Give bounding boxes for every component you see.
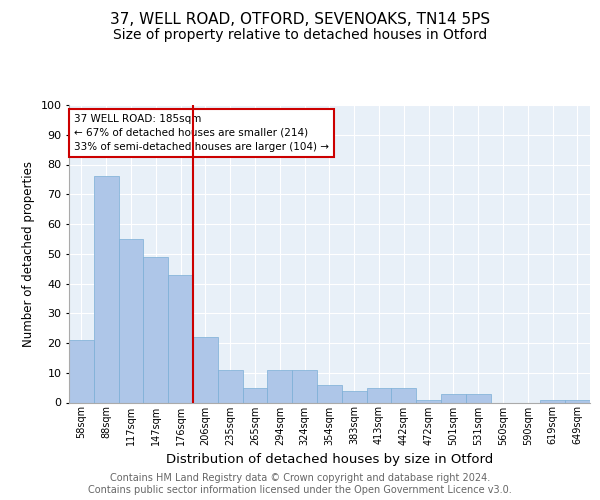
Bar <box>292 370 317 402</box>
Bar <box>193 337 218 402</box>
Bar <box>416 400 441 402</box>
Bar <box>69 340 94 402</box>
Bar <box>540 400 565 402</box>
Text: Contains HM Land Registry data © Crown copyright and database right 2024.
Contai: Contains HM Land Registry data © Crown c… <box>88 474 512 495</box>
Bar <box>242 388 268 402</box>
Bar <box>218 370 242 402</box>
Bar <box>317 384 342 402</box>
X-axis label: Distribution of detached houses by size in Otford: Distribution of detached houses by size … <box>166 453 493 466</box>
Y-axis label: Number of detached properties: Number of detached properties <box>22 161 35 347</box>
Bar <box>565 400 590 402</box>
Text: 37 WELL ROAD: 185sqm
← 67% of detached houses are smaller (214)
33% of semi-deta: 37 WELL ROAD: 185sqm ← 67% of detached h… <box>74 114 329 152</box>
Bar <box>168 274 193 402</box>
Text: Size of property relative to detached houses in Otford: Size of property relative to detached ho… <box>113 28 487 42</box>
Bar <box>367 388 391 402</box>
Bar <box>119 239 143 402</box>
Text: 37, WELL ROAD, OTFORD, SEVENOAKS, TN14 5PS: 37, WELL ROAD, OTFORD, SEVENOAKS, TN14 5… <box>110 12 490 28</box>
Bar <box>342 390 367 402</box>
Bar <box>268 370 292 402</box>
Bar <box>441 394 466 402</box>
Bar <box>143 256 168 402</box>
Bar <box>466 394 491 402</box>
Bar <box>391 388 416 402</box>
Bar <box>94 176 119 402</box>
